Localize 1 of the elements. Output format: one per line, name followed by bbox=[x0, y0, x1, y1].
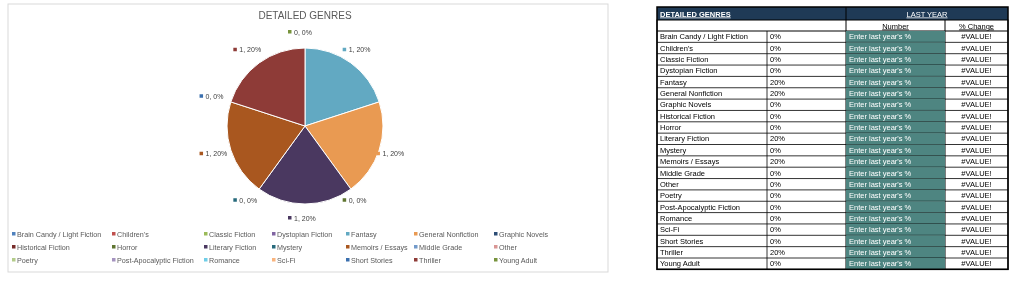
chart-title: DETAILED GENRES bbox=[258, 10, 352, 21]
